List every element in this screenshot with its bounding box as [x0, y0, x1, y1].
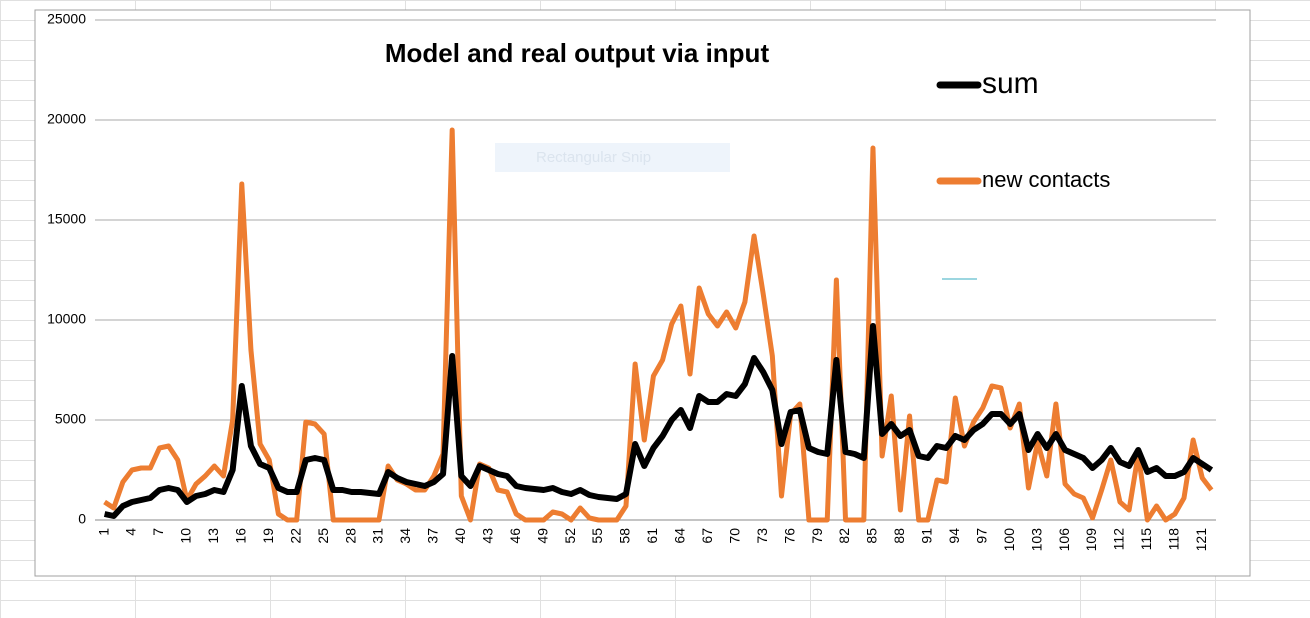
legend-label: new contacts: [982, 167, 1110, 192]
x-tick-label: 19: [260, 528, 276, 544]
x-tick-label: 100: [1001, 528, 1017, 552]
y-tick-label: 10000: [47, 311, 86, 327]
legend-label: sum: [982, 67, 1039, 100]
x-tick-label: 97: [973, 528, 989, 544]
x-tick-label: 88: [891, 528, 907, 544]
x-tick-label: 106: [1056, 528, 1072, 552]
y-tick-label: 5000: [55, 411, 86, 427]
y-tick-label: 0: [78, 511, 86, 527]
x-tick-label: 4: [123, 528, 139, 536]
x-tick-label: 31: [370, 528, 386, 544]
x-tick-label: 40: [452, 528, 468, 544]
y-tick-label: 25000: [47, 11, 86, 27]
x-tick-label: 55: [589, 528, 605, 544]
x-tick-label: 82: [836, 528, 852, 544]
x-tick-label: 22: [287, 528, 303, 544]
x-tick-label: 109: [1083, 528, 1099, 552]
x-tick-label: 37: [425, 528, 441, 544]
x-tick-label: 28: [342, 528, 358, 544]
x-tick-label: 16: [232, 528, 248, 544]
x-tick-label: 73: [754, 528, 770, 544]
x-tick-label: 61: [644, 528, 660, 544]
y-tick-label: 20000: [47, 111, 86, 127]
x-tick-label: 49: [534, 528, 550, 544]
x-tick-label: 67: [699, 528, 715, 544]
x-tick-label: 64: [672, 528, 688, 544]
x-tick-label: 70: [726, 528, 742, 544]
series-line: [103, 127, 1214, 523]
x-tick-label: 79: [809, 528, 825, 544]
x-tick-label: 43: [479, 528, 495, 544]
x-tick-label: 94: [946, 528, 962, 544]
overlay-text: Rectangular Snip: [536, 149, 651, 166]
x-tick-label: 91: [919, 528, 935, 544]
chart-title: Model and real output via input: [385, 38, 770, 68]
x-tick-label: 112: [1111, 528, 1127, 551]
x-tick-label: 7: [150, 528, 166, 536]
x-tick-label: 118: [1166, 528, 1182, 551]
x-tick-label: 103: [1028, 528, 1044, 552]
x-tick-label: 25: [315, 528, 331, 544]
x-tick-label: 13: [205, 528, 221, 544]
x-tick-label: 115: [1138, 528, 1154, 551]
x-tick-label: 10: [178, 528, 194, 544]
x-tick-label: 85: [864, 528, 880, 544]
x-tick-label: 76: [781, 528, 797, 544]
y-tick-label: 15000: [47, 211, 86, 227]
x-tick-label: 121: [1193, 528, 1209, 552]
x-tick-label: 52: [562, 528, 578, 544]
x-tick-label: 34: [397, 528, 413, 544]
x-tick-label: 46: [507, 528, 523, 544]
x-tick-label: 1: [95, 528, 111, 536]
x-tick-label: 58: [617, 528, 633, 544]
series-line: [103, 323, 1214, 519]
snip-overlay: [495, 143, 730, 172]
